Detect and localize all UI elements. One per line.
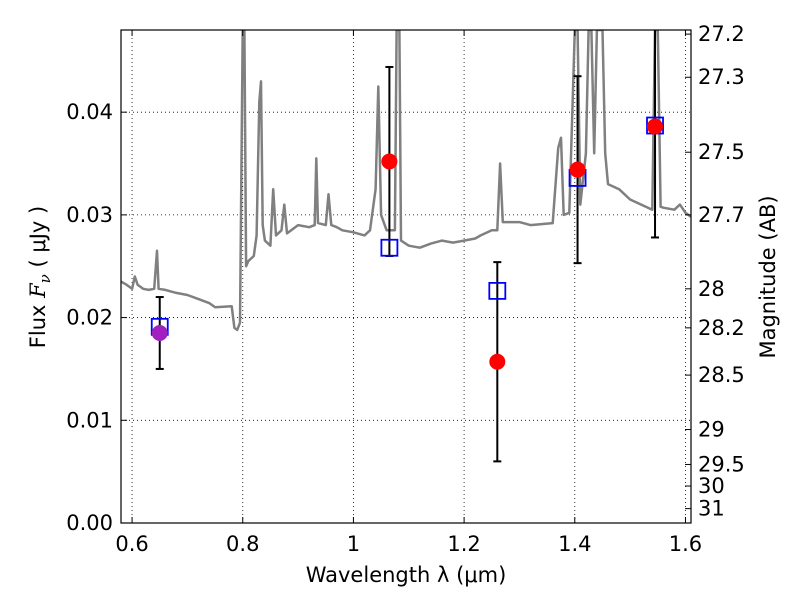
y-axis-label-unit: ( μJy ) — [26, 206, 50, 274]
plot-frame — [120, 29, 692, 524]
x-tick-label: 1.2 — [447, 532, 480, 556]
right-tick-label: 27.2 — [698, 22, 745, 46]
y-axis-ticks: 0.00 0.01 0.02 0.03 0.04 — [66, 100, 127, 535]
y-axis-label-symbol: F — [26, 282, 50, 299]
model-spectrum-line — [121, 30, 691, 332]
right-tick-label: 28 — [698, 277, 725, 301]
grid-lines — [121, 30, 691, 524]
observed-flux-point — [647, 118, 664, 135]
right-tick-label: 31 — [698, 497, 725, 521]
x-tick-label: 1.4 — [558, 532, 591, 556]
observed-flux-point — [569, 161, 586, 178]
right-tick-label: 27.5 — [698, 140, 745, 164]
model-flux-square — [488, 281, 507, 300]
right-tick-label: 28.2 — [698, 316, 745, 340]
model-flux-square — [380, 238, 399, 257]
y-tick-label: 0.03 — [66, 203, 113, 227]
x-tick-label: 0.8 — [226, 532, 259, 556]
observed-flux-point — [489, 353, 506, 370]
x-axis-ticks: 0.6 0.8 1 1.2 1.4 1.6 — [115, 30, 702, 556]
right-tick-label: 30 — [698, 474, 725, 498]
y-tick-label: 0.00 — [66, 511, 113, 535]
observed-flux-point — [381, 153, 398, 170]
x-tick-label: 0.6 — [115, 532, 148, 556]
x-axis-label: Wavelength λ (μm) — [306, 563, 507, 587]
observed-flux-points — [151, 118, 664, 370]
y-tick-label: 0.01 — [66, 408, 113, 432]
y-tick-label: 0.02 — [66, 306, 113, 330]
x-tick-label: 1.6 — [669, 532, 702, 556]
observed-flux-point — [151, 324, 168, 341]
right-tick-label: 27.7 — [698, 203, 745, 227]
y-axis-label-subscript: ν — [36, 274, 54, 283]
error-bars — [155, 30, 660, 463]
right-axis-label: Magnitude (AB) — [756, 195, 780, 358]
x-tick-label: 1 — [347, 532, 360, 556]
y-axis-label: Flux Fν ( μJy ) — [26, 206, 54, 348]
right-tick-label: 29.5 — [698, 452, 745, 476]
y-tick-label: 0.04 — [66, 100, 113, 124]
right-tick-label: 29 — [698, 418, 725, 442]
y-axis-label-prefix: Flux — [26, 298, 50, 348]
right-tick-label: 28.5 — [698, 363, 745, 387]
right-tick-label: 27.3 — [698, 65, 745, 89]
